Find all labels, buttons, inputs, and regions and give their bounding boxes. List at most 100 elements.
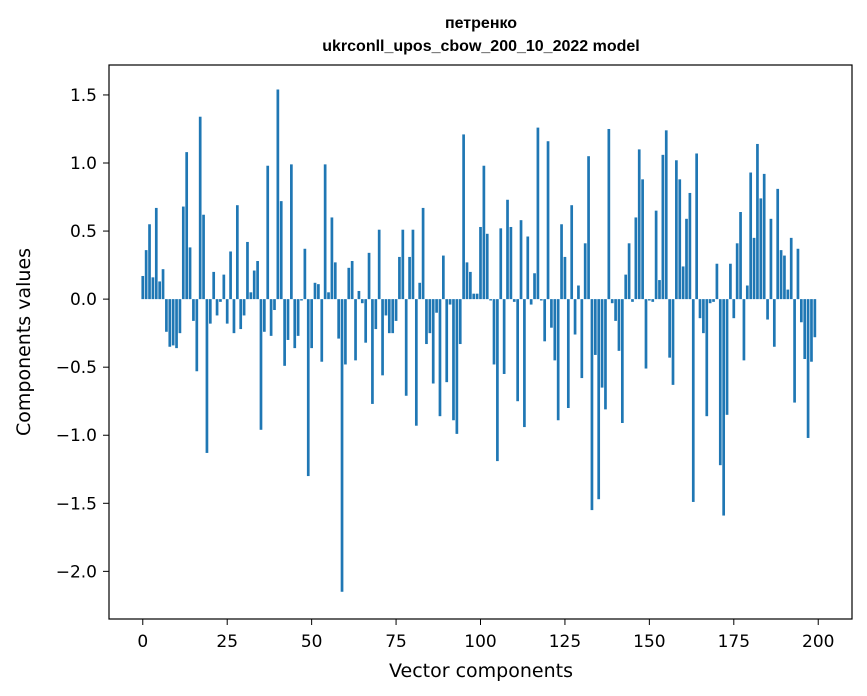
bar-component-56 [330,217,334,300]
bar-component-195 [799,299,803,323]
bar-component-80 [411,229,415,300]
bar-component-114 [526,236,530,300]
bar-component-50 [310,299,313,349]
bar-component-193 [793,299,796,403]
bar-component-28 [235,205,239,300]
bar-component-134 [593,299,597,355]
bar-component-191 [786,289,790,300]
bar-component-1 [144,250,148,300]
bar-component-36 [263,299,266,332]
bar-component-146 [634,217,638,300]
bar-component-22 [215,299,219,316]
bar-component-156 [668,299,671,358]
bar-component-185 [766,299,769,320]
bar-component-87 [435,299,438,313]
bar-component-103 [489,299,492,301]
bar-component-77 [401,229,405,300]
bar-component-128 [573,299,577,335]
bar-component-73 [387,299,391,334]
bar-component-130 [580,299,584,379]
bar-component-106 [499,228,503,300]
bar-component-63 [354,299,357,361]
bar-component-132 [587,156,590,300]
bar-component-179 [745,285,749,300]
bar-component-85 [428,299,432,334]
bar-component-3 [151,277,155,300]
y-tick-label: −1.0 [56,426,97,446]
bar-component-8 [168,299,172,347]
bar-component-104 [492,299,496,365]
bar-component-113 [523,299,526,428]
bar-component-66 [364,299,368,343]
bar-component-129 [577,285,580,300]
bar-component-181 [752,237,756,300]
bar-component-111 [516,299,519,402]
bar-component-15 [192,299,195,321]
bar-component-167 [705,299,709,417]
bar-component-164 [695,153,698,300]
bar-component-30 [242,299,246,316]
bar-component-119 [543,299,547,342]
x-axis-ticks: 0 25 50 75 100 125 150 175 200 [137,619,834,652]
bar-component-108 [506,199,509,300]
bar-component-37 [266,165,270,300]
x-tick-label: 125 [549,632,581,652]
bar-component-152 [654,210,658,300]
bar-component-162 [688,192,692,300]
bar-component-150 [648,299,651,301]
bar-component-12 [181,206,185,300]
bar-component-174 [729,263,732,300]
bar-component-170 [715,263,719,300]
bar-component-151 [651,299,655,302]
bar-component-29 [239,299,243,330]
bar-component-11 [178,299,182,334]
bar-component-91 [448,299,452,305]
bar-component-70 [377,229,381,300]
bar-component-6 [161,269,165,300]
bar-component-24 [222,274,226,300]
bar-component-100 [479,226,482,300]
bar-component-41 [279,201,283,300]
bar-component-138 [607,128,611,300]
bar-component-133 [590,299,594,511]
bar-component-86 [431,299,435,384]
bar-component-32 [249,292,253,300]
bar-component-165 [698,299,702,319]
bar-component-9 [171,299,175,346]
bar-component-46 [296,299,300,336]
bar-component-153 [658,280,661,300]
bar-component-26 [229,251,232,300]
bar-component-16 [195,299,199,372]
bar-component-189 [779,250,783,300]
bar-component-118 [539,299,543,301]
bar-component-49 [306,299,310,477]
bar-component-2 [148,224,151,300]
bar-component-115 [529,299,533,305]
bar-component-160 [681,266,685,300]
bar-component-126 [566,299,570,409]
x-tick-label: 75 [385,632,407,652]
bar-component-166 [702,299,705,334]
chart-title-line-2: ukrconll_upos_cbow_200_10_2022 model [322,38,639,55]
x-tick-label: 200 [802,632,834,652]
bar-component-58 [337,299,340,339]
bar-component-54 [323,164,327,300]
bar-component-45 [293,299,297,349]
bar-component-198 [810,299,813,362]
bar-component-180 [749,172,753,300]
bar-component-64 [357,290,361,300]
bar-component-196 [803,299,807,360]
bar-component-109 [509,226,513,300]
bar-component-39 [273,299,276,311]
bar-component-159 [678,179,682,300]
bar-component-14 [188,247,192,300]
bar-component-194 [796,248,800,300]
bar-component-78 [404,299,408,396]
bar-component-169 [712,299,715,302]
bar-component-51 [313,282,317,300]
bar-component-53 [320,299,324,362]
bar-component-120 [546,141,550,300]
bar-component-148 [641,179,644,300]
bar-component-96 [465,262,469,300]
bar-component-168 [708,299,712,304]
